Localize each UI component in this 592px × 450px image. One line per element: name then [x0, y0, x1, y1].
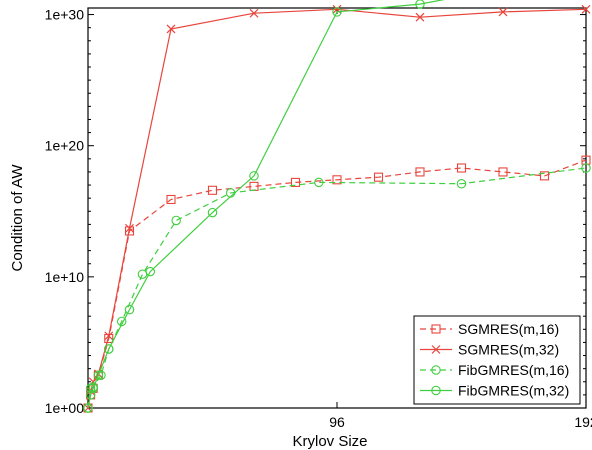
data-point-marker — [456, 163, 467, 173]
legend-entry: SGMRES(m,16) — [420, 321, 559, 337]
data-point-marker — [125, 223, 134, 233]
y-tick-label: 1e+00 — [45, 400, 85, 416]
legend-label: FibGMRES(m,16) — [458, 362, 569, 378]
data-point-marker — [207, 185, 218, 195]
data-point-marker-stroke — [415, 12, 425, 22]
data-point-marker-stroke — [249, 8, 259, 18]
data-point-marker — [373, 172, 384, 182]
legend: SGMRES(m,16) SGMRES(m,32) FibGMRES(m,16) Fi… — [413, 315, 581, 405]
data-point-marker — [83, 403, 93, 413]
y-tick-label: 1e+10 — [45, 269, 85, 285]
plot-frame: 1e+00 1e+10 1e+20 1e+30 96 192 — [45, 7, 592, 430]
series-line — [87, 159, 587, 409]
data-point-marker — [431, 345, 441, 354]
data-point-marker — [171, 215, 181, 226]
data-point-marker — [415, 12, 425, 22]
data-point-marker — [124, 304, 135, 315]
data-point-marker — [332, 175, 342, 185]
data-point-marker — [96, 370, 106, 380]
y-tick-label: 1e+30 — [45, 7, 85, 23]
data-point-marker-stroke — [581, 4, 591, 14]
data-point-marker — [88, 383, 98, 394]
data-point-marker — [415, 167, 425, 177]
legend-label: FibGMRES(m,32) — [458, 383, 569, 399]
data-point-marker-stroke — [431, 345, 441, 354]
legend-entry: FibGMRES(m,32) — [420, 383, 569, 399]
legend-entry: SGMRES(m,32) — [420, 342, 559, 358]
legend-box — [413, 315, 581, 405]
legend-label: SGMRES(m,16) — [458, 321, 559, 337]
data-point-marker-stroke — [125, 223, 134, 233]
data-point-marker — [314, 177, 324, 188]
data-point-marker — [539, 171, 550, 181]
data-point-marker — [431, 385, 441, 396]
x-axis-label: Krylov Size — [292, 433, 367, 450]
data-point-marker — [581, 4, 591, 14]
series-layer — [83, 0, 591, 413]
data-point-marker — [145, 266, 156, 277]
data-point-marker — [104, 331, 114, 341]
x-tick-label: 192 — [574, 414, 592, 430]
legend-label: SGMRES(m,32) — [458, 342, 559, 358]
data-point-marker — [166, 24, 176, 34]
y-axis-label: Condition of AW — [9, 164, 26, 272]
data-point-marker-stroke — [498, 7, 508, 17]
series-FibGMRES(m,32) — [83, 0, 445, 413]
series-line — [87, 167, 587, 409]
data-point-marker — [249, 8, 259, 18]
data-point-marker — [249, 171, 259, 181]
data-point-marker-stroke — [332, 4, 342, 14]
data-point-marker — [581, 163, 591, 173]
data-point-marker — [166, 194, 176, 205]
data-point-marker — [431, 365, 441, 375]
data-point-marker — [498, 167, 508, 177]
data-point-marker — [290, 177, 301, 187]
y-tick-label: 1e+20 — [45, 138, 85, 154]
data-point-marker — [431, 324, 441, 334]
data-point-marker — [498, 7, 508, 17]
data-point-marker — [93, 370, 104, 380]
data-point-marker-stroke — [166, 24, 176, 34]
data-point-marker — [456, 178, 467, 189]
data-point-marker — [332, 7, 342, 17]
series-line — [87, 0, 445, 409]
data-point-marker — [415, 0, 425, 9]
x-tick-label: 96 — [329, 414, 345, 430]
data-point-marker-stroke — [104, 331, 114, 341]
data-point-marker — [85, 390, 96, 400]
legend-entry: FibGMRES(m,16) — [420, 362, 569, 378]
data-point-marker — [207, 207, 218, 218]
data-point-marker — [104, 344, 114, 354]
